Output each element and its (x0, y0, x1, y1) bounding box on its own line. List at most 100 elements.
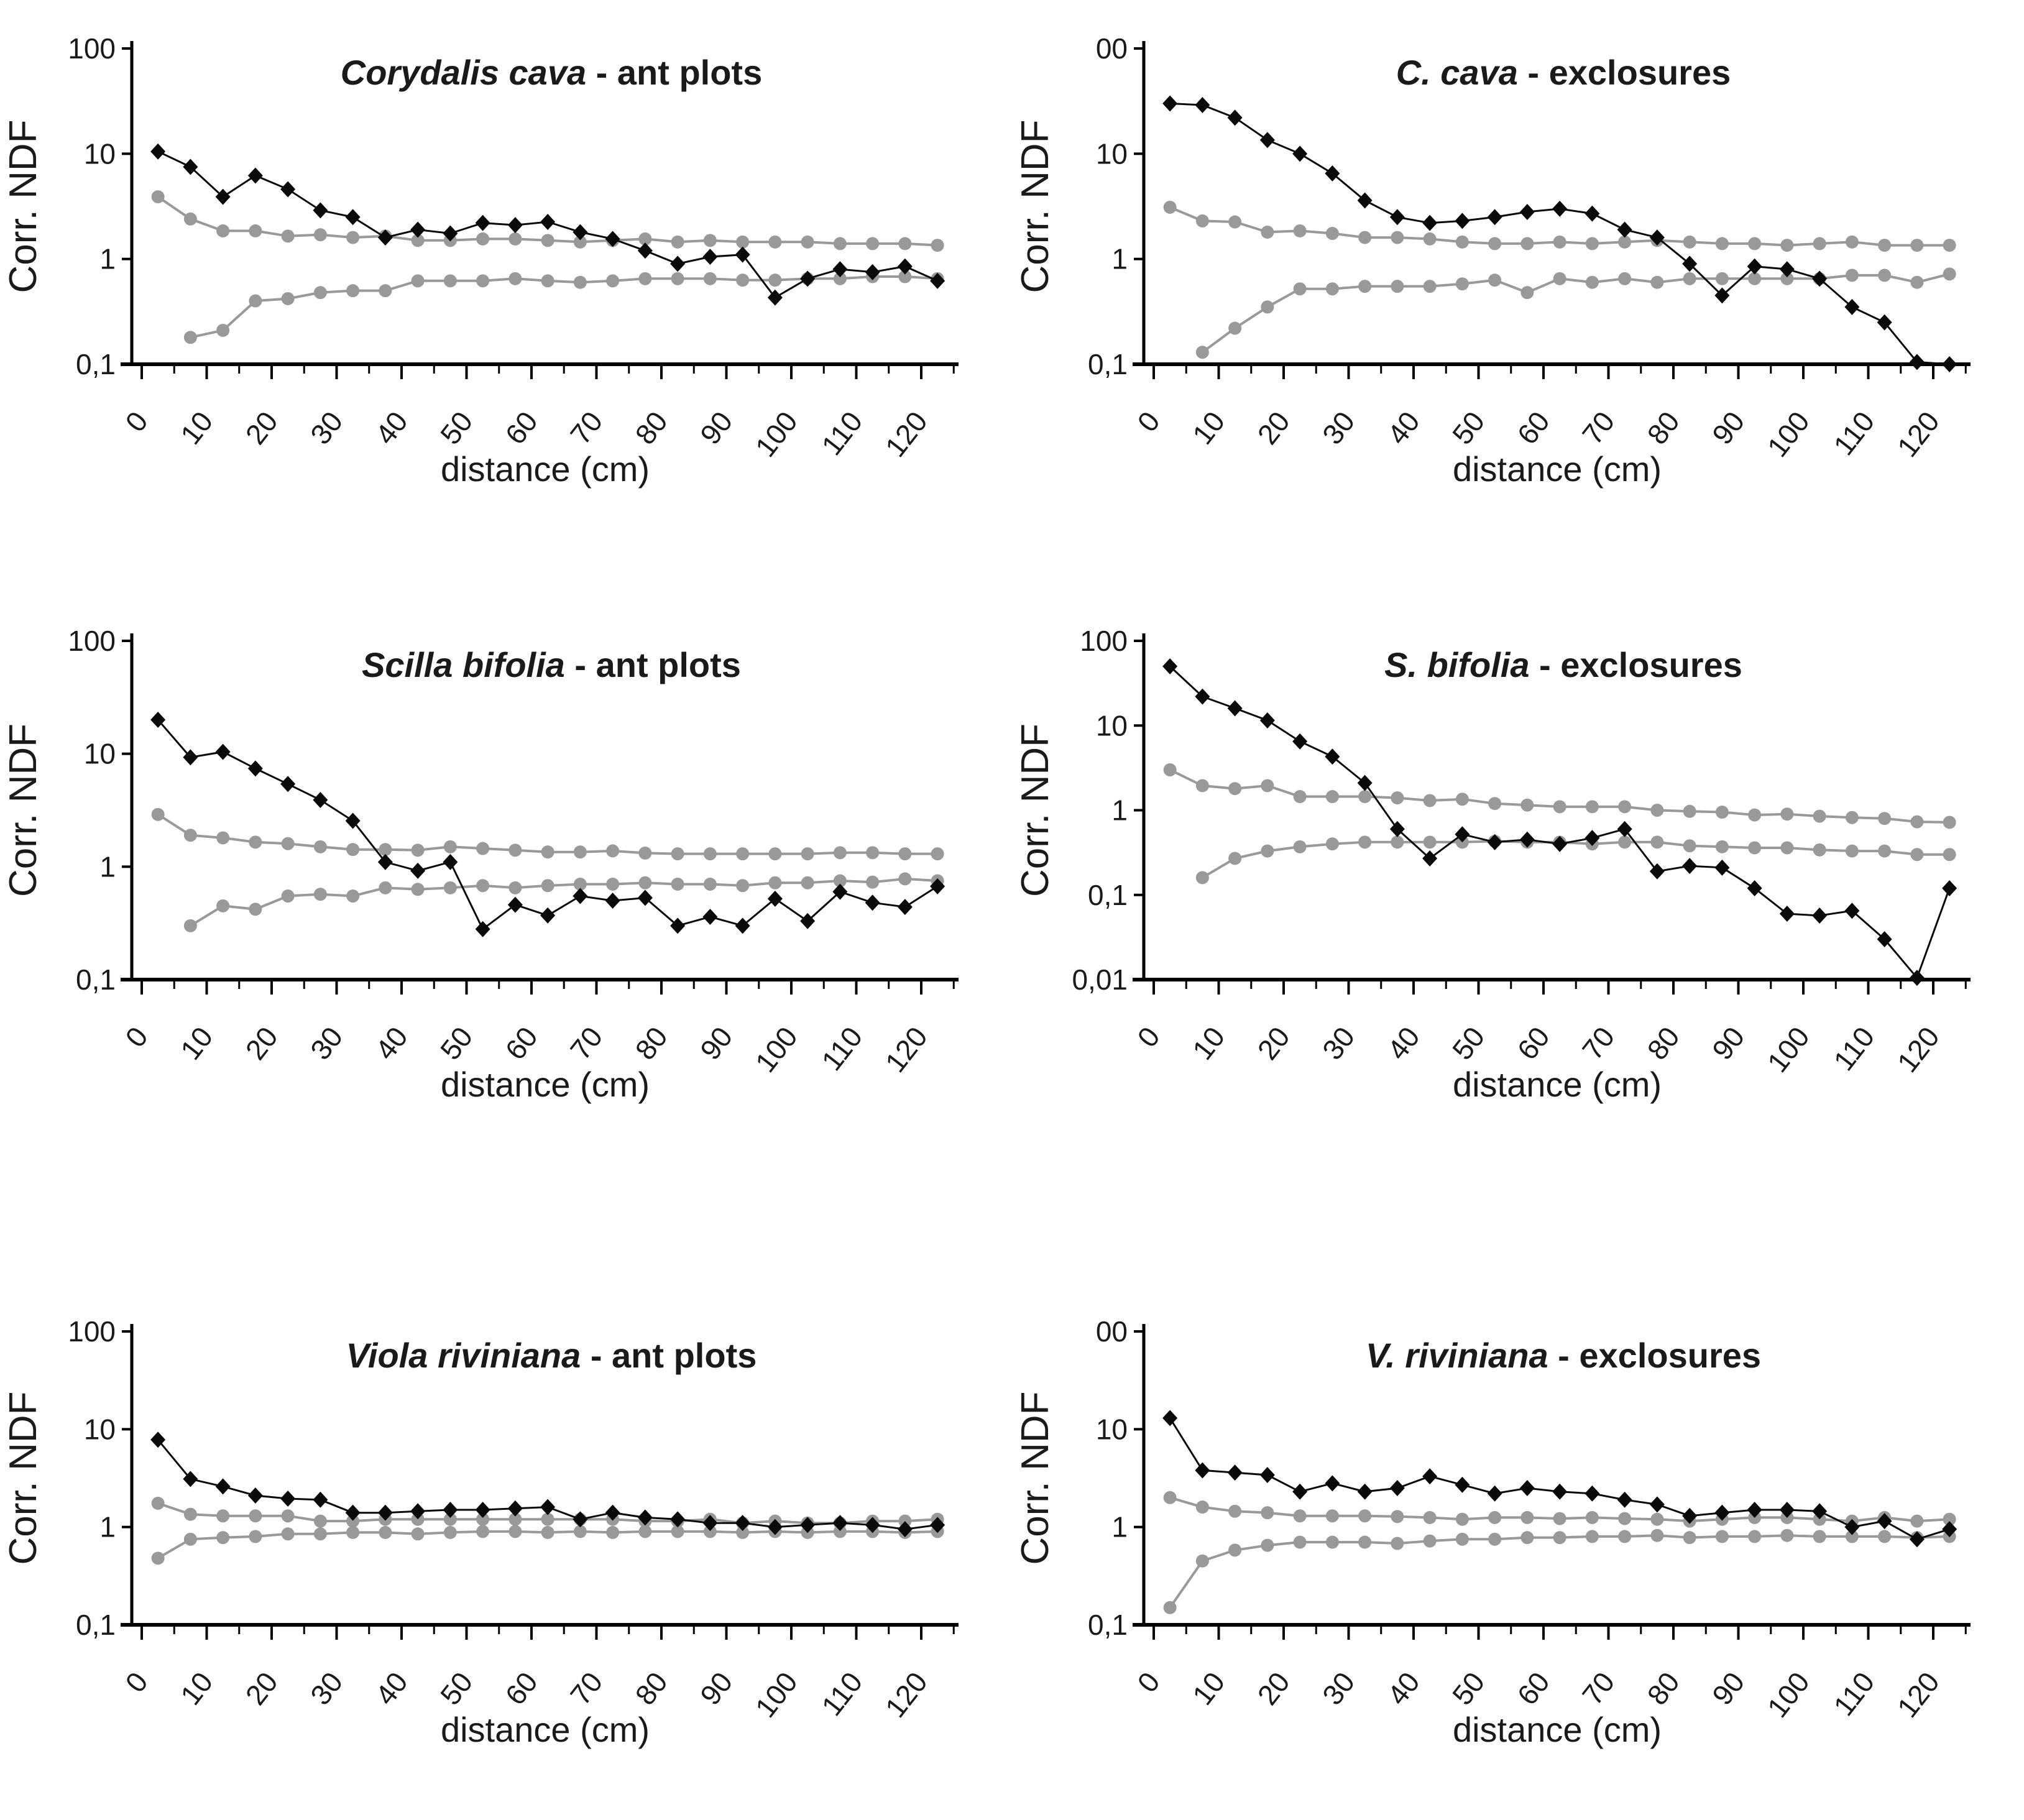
marker-circle (281, 292, 295, 305)
marker-circle (216, 1531, 230, 1545)
marker-circle (313, 888, 327, 901)
marker-circle (1520, 286, 1534, 300)
x-tick-label: 40 (1381, 405, 1425, 450)
marker-diamond (767, 890, 783, 907)
marker-diamond (215, 1478, 231, 1495)
marker-circle (1261, 844, 1274, 858)
marker-circle (1520, 1531, 1534, 1545)
x-tick-label: 50 (434, 1666, 479, 1711)
marker-circle (573, 275, 587, 289)
marker-diamond (573, 224, 588, 241)
marker-circle (1358, 835, 1372, 849)
marker-diamond (1357, 774, 1373, 791)
marker-diamond (735, 917, 750, 934)
marker-circle (476, 842, 490, 855)
marker-diamond (1162, 658, 1178, 675)
marker-circle (1261, 225, 1274, 239)
x-tick-label: 60 (499, 1666, 543, 1711)
x-tick-label: 40 (369, 1021, 413, 1065)
marker-diamond (247, 167, 263, 184)
marker-circle (1845, 844, 1859, 858)
y-tick-label: 10 (84, 137, 116, 170)
marker-circle (1488, 237, 1502, 250)
marker-circle (379, 881, 392, 894)
y-tick-label: 10 (1096, 137, 1128, 170)
series-line (1169, 768, 1950, 824)
marker-diamond (1909, 1531, 1925, 1548)
x-axis-title: distance (cm) (1453, 449, 1662, 489)
marker-circle (476, 274, 490, 288)
marker-diamond (605, 893, 620, 909)
marker-circle (1910, 275, 1924, 289)
marker-circle (1683, 235, 1696, 249)
x-tick-label: 80 (1640, 405, 1685, 450)
marker-diamond (1877, 931, 1892, 947)
y-tick-label: 0,1 (1088, 879, 1128, 911)
y-tick-label: 100 (68, 1315, 116, 1348)
x-tick-label: 110 (1827, 1666, 1880, 1722)
x-tick-label: 120 (1891, 1021, 1946, 1078)
marker-diamond (1779, 261, 1795, 278)
marker-circle (249, 224, 262, 237)
marker-diamond (345, 812, 361, 829)
marker-circle (1358, 790, 1372, 804)
marker-circle (1228, 852, 1242, 865)
marker-circle (313, 840, 327, 853)
series-envelope-lower (1195, 834, 1956, 885)
marker-diamond (1357, 192, 1373, 209)
marker-circle (898, 270, 912, 283)
x-tick-label: 10 (1186, 1021, 1231, 1065)
marker-circle (866, 237, 880, 250)
marker-circle (1553, 1531, 1566, 1545)
marker-diamond (735, 1515, 750, 1532)
x-tick-label: 10 (1186, 1666, 1231, 1711)
marker-diamond (1812, 908, 1828, 924)
marker-circle (671, 877, 684, 891)
x-tick-label: 60 (1511, 1021, 1555, 1065)
marker-diamond (670, 917, 686, 934)
marker-circle (1293, 840, 1307, 853)
marker-circle (281, 889, 295, 903)
marker-diamond (1585, 205, 1600, 222)
y-tick-label: 0,1 (76, 963, 116, 996)
marker-circle (1618, 835, 1632, 849)
marker-circle (476, 1512, 490, 1526)
y-tick-label: 00 (1096, 1315, 1128, 1348)
series-observed (150, 143, 945, 306)
x-tick-label: 90 (694, 405, 738, 450)
x-tick-label: 20 (239, 1666, 283, 1711)
marker-circle (1228, 782, 1242, 796)
marker-diamond (150, 1432, 166, 1448)
y-tick-label: 100 (68, 625, 116, 657)
marker-circle (1488, 1532, 1502, 1546)
marker-diamond (800, 270, 816, 287)
x-tick-label: 60 (499, 405, 543, 450)
marker-diamond (670, 1511, 686, 1528)
marker-diamond (1942, 880, 1957, 896)
x-tick-label: 120 (1891, 405, 1946, 462)
marker-circle (313, 286, 327, 300)
series-envelope-upper (1163, 200, 1956, 252)
marker-diamond (767, 1519, 783, 1535)
marker-circle (346, 843, 360, 857)
marker-circle (1195, 779, 1209, 793)
marker-diamond (1585, 830, 1600, 847)
marker-circle (411, 843, 425, 857)
x-tick-label: 60 (1511, 405, 1555, 450)
marker-circle (313, 1514, 327, 1528)
marker-diamond (345, 209, 361, 226)
marker-circle (1683, 272, 1696, 285)
marker-circle (1358, 280, 1372, 293)
marker-diamond (1552, 1483, 1568, 1500)
marker-circle (1813, 1530, 1826, 1543)
marker-circle (216, 899, 230, 912)
marker-diamond (183, 749, 198, 766)
marker-circle (183, 1507, 197, 1521)
marker-diamond (1519, 1480, 1535, 1497)
marker-circle (1715, 840, 1729, 853)
marker-diamond (1487, 834, 1502, 850)
marker-circle (508, 1512, 522, 1526)
y-tick-label: 10 (84, 1413, 116, 1445)
marker-circle (281, 229, 295, 243)
marker-circle (1683, 839, 1696, 853)
